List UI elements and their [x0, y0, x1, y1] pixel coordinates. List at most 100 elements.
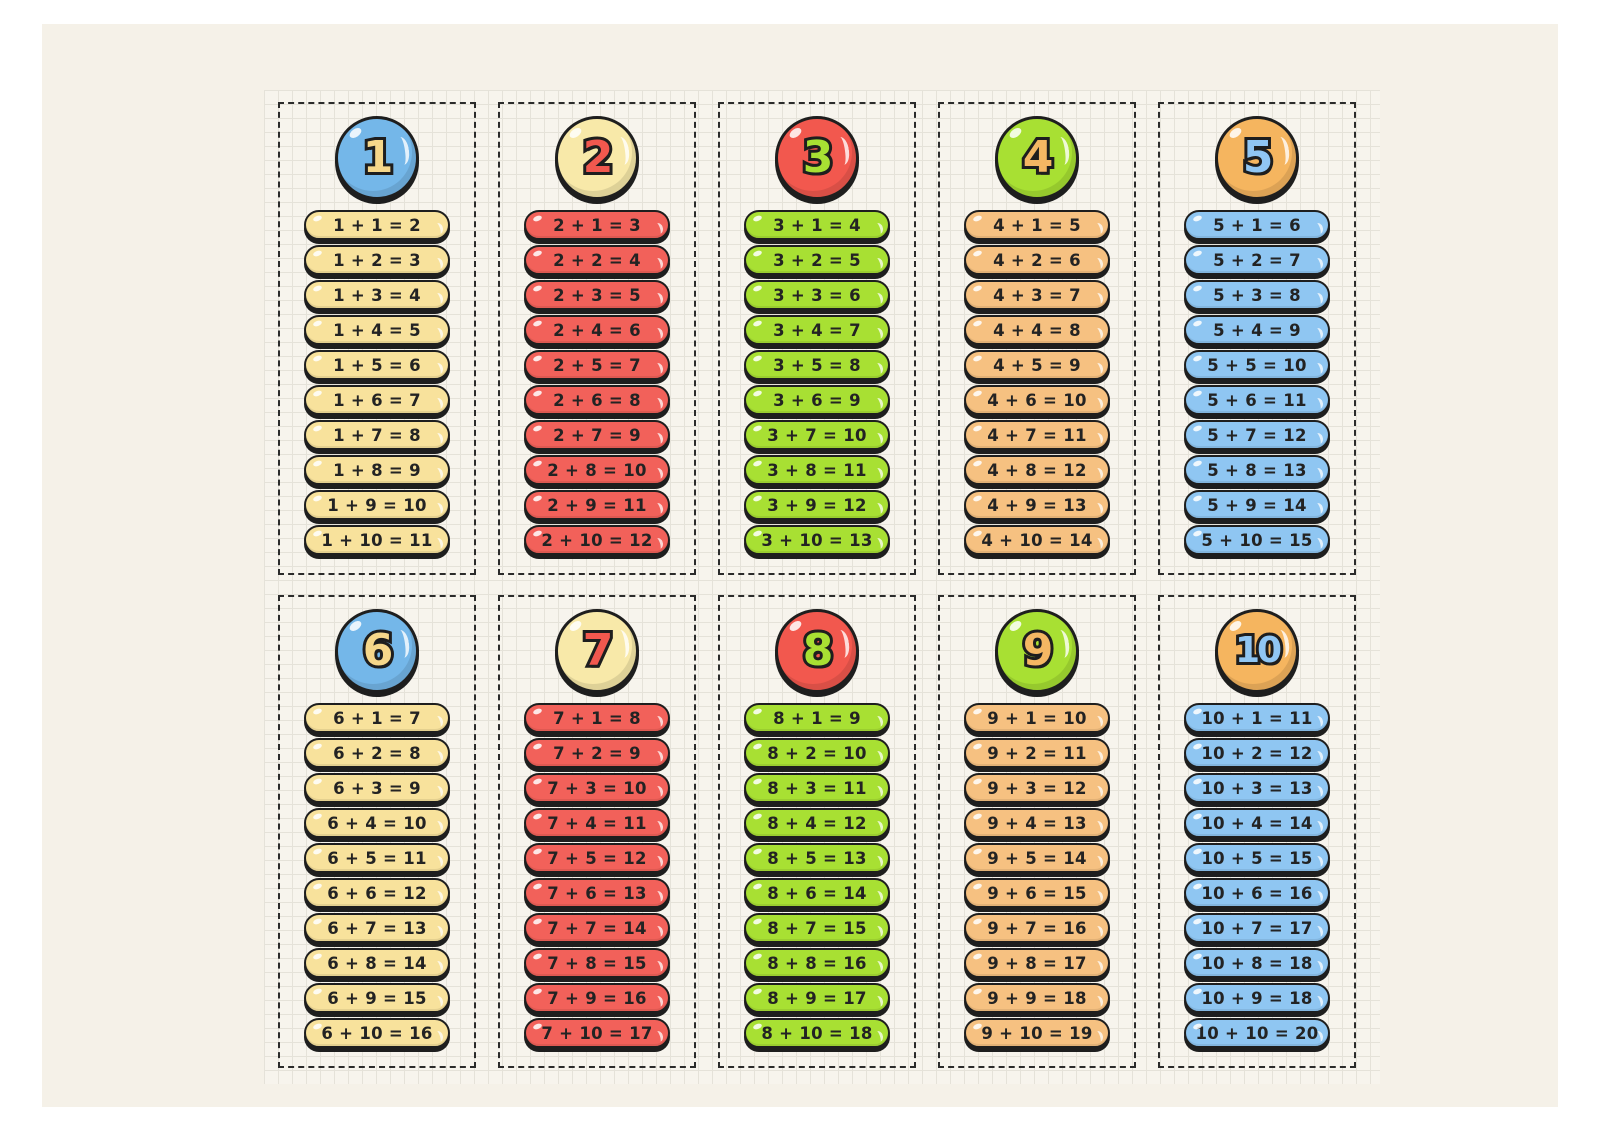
- equation-pill: 1 + 6 = 7: [304, 385, 450, 415]
- equation-text: 4 + 3 = 7: [993, 285, 1081, 305]
- equation-pill: 3 + 7 = 10: [744, 420, 890, 450]
- equation-text: 9 + 1 = 10: [987, 708, 1087, 728]
- equation-text: 8 + 2 = 10: [767, 743, 867, 763]
- equation-text: 3 + 2 = 5: [773, 250, 861, 270]
- equation-text: 7 + 2 = 9: [553, 743, 641, 763]
- equation-pill: 6 + 9 = 15: [304, 983, 450, 1013]
- equation-pill: 9 + 4 = 13: [964, 808, 1110, 838]
- equation-text: 6 + 5 = 11: [327, 848, 427, 868]
- equation-text: 2 + 4 = 6: [553, 320, 641, 340]
- equation-pill: 10 + 5 = 15: [1184, 843, 1330, 873]
- equation-text: 6 + 7 = 13: [327, 918, 427, 938]
- equation-text: 6 + 10 = 16: [321, 1023, 433, 1043]
- equation-text: 4 + 4 = 8: [993, 320, 1081, 340]
- equation-text: 8 + 7 = 15: [767, 918, 867, 938]
- equation-text: 3 + 1 = 4: [773, 215, 861, 235]
- equation-pill: 4 + 7 = 11: [964, 420, 1110, 450]
- equation-text: 3 + 3 = 6: [773, 285, 861, 305]
- equation-pill: 6 + 6 = 12: [304, 878, 450, 908]
- equation-text: 9 + 5 = 14: [987, 848, 1087, 868]
- equation-text: 7 + 9 = 16: [547, 988, 647, 1008]
- card-number: 10 10: [1232, 630, 1285, 672]
- equation-pill: 6 + 7 = 13: [304, 913, 450, 943]
- equation-text: 3 + 9 = 12: [767, 495, 867, 515]
- equation-pill: 5 + 9 = 14: [1184, 490, 1330, 520]
- equation-pill: 2 + 3 = 5: [524, 280, 670, 310]
- equation-text: 4 + 8 = 12: [987, 460, 1087, 480]
- equation-pill: 4 + 6 = 10: [964, 385, 1110, 415]
- equation-text: 4 + 2 = 6: [993, 250, 1081, 270]
- equation-text: 4 + 9 = 13: [987, 495, 1087, 515]
- equation-pill: 3 + 2 = 5: [744, 245, 890, 275]
- equation-text: 10 + 7 = 17: [1201, 918, 1313, 938]
- equation-text: 8 + 3 = 11: [767, 778, 867, 798]
- equation-pill: 3 + 1 = 4: [744, 210, 890, 240]
- equation-pill: 8 + 7 = 15: [744, 913, 890, 943]
- equation-text: 3 + 6 = 9: [773, 390, 861, 410]
- equation-text: 7 + 5 = 12: [547, 848, 647, 868]
- equation-pill: 3 + 10 = 13: [744, 525, 890, 555]
- equation-pill: 2 + 2 = 4: [524, 245, 670, 275]
- equation-pill: 1 + 9 = 10: [304, 490, 450, 520]
- equation-text: 9 + 8 = 17: [987, 953, 1087, 973]
- equation-text: 10 + 1 = 11: [1201, 708, 1313, 728]
- equation-pill: 6 + 3 = 9: [304, 773, 450, 803]
- equation-pill: 4 + 5 = 9: [964, 350, 1110, 380]
- equation-text: 4 + 7 = 11: [987, 425, 1087, 445]
- equation-text: 5 + 7 = 12: [1207, 425, 1307, 445]
- equation-pill: 1 + 2 = 3: [304, 245, 450, 275]
- equation-text: 3 + 7 = 10: [767, 425, 867, 445]
- equation-text: 2 + 5 = 7: [553, 355, 641, 375]
- equation-pill: 6 + 8 = 14: [304, 948, 450, 978]
- equation-pill: 2 + 1 = 3: [524, 210, 670, 240]
- card-number: 7 7: [580, 625, 617, 676]
- equation-text: 1 + 7 = 8: [333, 425, 421, 445]
- equation-pill: 4 + 1 = 5: [964, 210, 1110, 240]
- equation-pill: 3 + 9 = 12: [744, 490, 890, 520]
- equation-pill: 4 + 4 = 8: [964, 315, 1110, 345]
- equation-text: 8 + 5 = 13: [767, 848, 867, 868]
- equation-pill: 8 + 4 = 12: [744, 808, 890, 838]
- equation-text: 2 + 10 = 12: [541, 530, 653, 550]
- equation-pill: 4 + 2 = 6: [964, 245, 1110, 275]
- equation-text: 10 + 9 = 18: [1201, 988, 1313, 1008]
- equation-text: 6 + 2 = 8: [333, 743, 421, 763]
- card-number-badge: 1 1: [335, 116, 419, 200]
- card-number: 5 5: [1240, 132, 1277, 183]
- equation-pill: 7 + 1 = 8: [524, 703, 670, 733]
- equation-pill: 5 + 7 = 12: [1184, 420, 1330, 450]
- equation-text: 1 + 4 = 5: [333, 320, 421, 340]
- equation-pill: 10 + 3 = 13: [1184, 773, 1330, 803]
- equation-text: 9 + 9 = 18: [987, 988, 1087, 1008]
- equation-pill: 7 + 6 = 13: [524, 878, 670, 908]
- equation-pill: 3 + 5 = 8: [744, 350, 890, 380]
- equation-text: 8 + 8 = 16: [767, 953, 867, 973]
- equation-pill: 9 + 3 = 12: [964, 773, 1110, 803]
- equation-text: 8 + 9 = 17: [767, 988, 867, 1008]
- equation-text: 6 + 1 = 7: [333, 708, 421, 728]
- equation-pill: 8 + 8 = 16: [744, 948, 890, 978]
- equation-pill: 4 + 9 = 13: [964, 490, 1110, 520]
- equation-text: 5 + 2 = 7: [1213, 250, 1301, 270]
- equation-pill: 4 + 3 = 7: [964, 280, 1110, 310]
- equation-pill: 5 + 5 = 10: [1184, 350, 1330, 380]
- equation-pill: 6 + 4 = 10: [304, 808, 450, 838]
- equation-text: 9 + 2 = 11: [987, 743, 1087, 763]
- equation-pill: 3 + 3 = 6: [744, 280, 890, 310]
- equation-pill: 7 + 4 = 11: [524, 808, 670, 838]
- equation-list: 8 + 1 = 9 8 + 2 = 10 8 + 3 = 11 8 + 4 = …: [744, 703, 890, 1048]
- equation-pill: 2 + 10 = 12: [524, 525, 670, 555]
- equation-text: 10 + 5 = 15: [1201, 848, 1313, 868]
- card-number-badge: 10 10: [1215, 609, 1299, 693]
- equation-text: 5 + 3 = 8: [1213, 285, 1301, 305]
- equation-pill: 3 + 8 = 11: [744, 455, 890, 485]
- equation-text: 6 + 6 = 12: [327, 883, 427, 903]
- equation-list: 5 + 1 = 6 5 + 2 = 7 5 + 3 = 8 5 + 4 = 9 …: [1184, 210, 1330, 555]
- addition-card-4: 4 4 4 + 1 = 5 4 + 2 = 6 4 + 3 = 7 4 + 4 …: [938, 102, 1136, 575]
- equation-text: 4 + 10 = 14: [981, 530, 1093, 550]
- equation-text: 2 + 7 = 9: [553, 425, 641, 445]
- equation-text: 10 + 10 = 20: [1195, 1023, 1319, 1043]
- equation-pill: 5 + 4 = 9: [1184, 315, 1330, 345]
- equation-text: 3 + 5 = 8: [773, 355, 861, 375]
- equation-text: 1 + 9 = 10: [327, 495, 427, 515]
